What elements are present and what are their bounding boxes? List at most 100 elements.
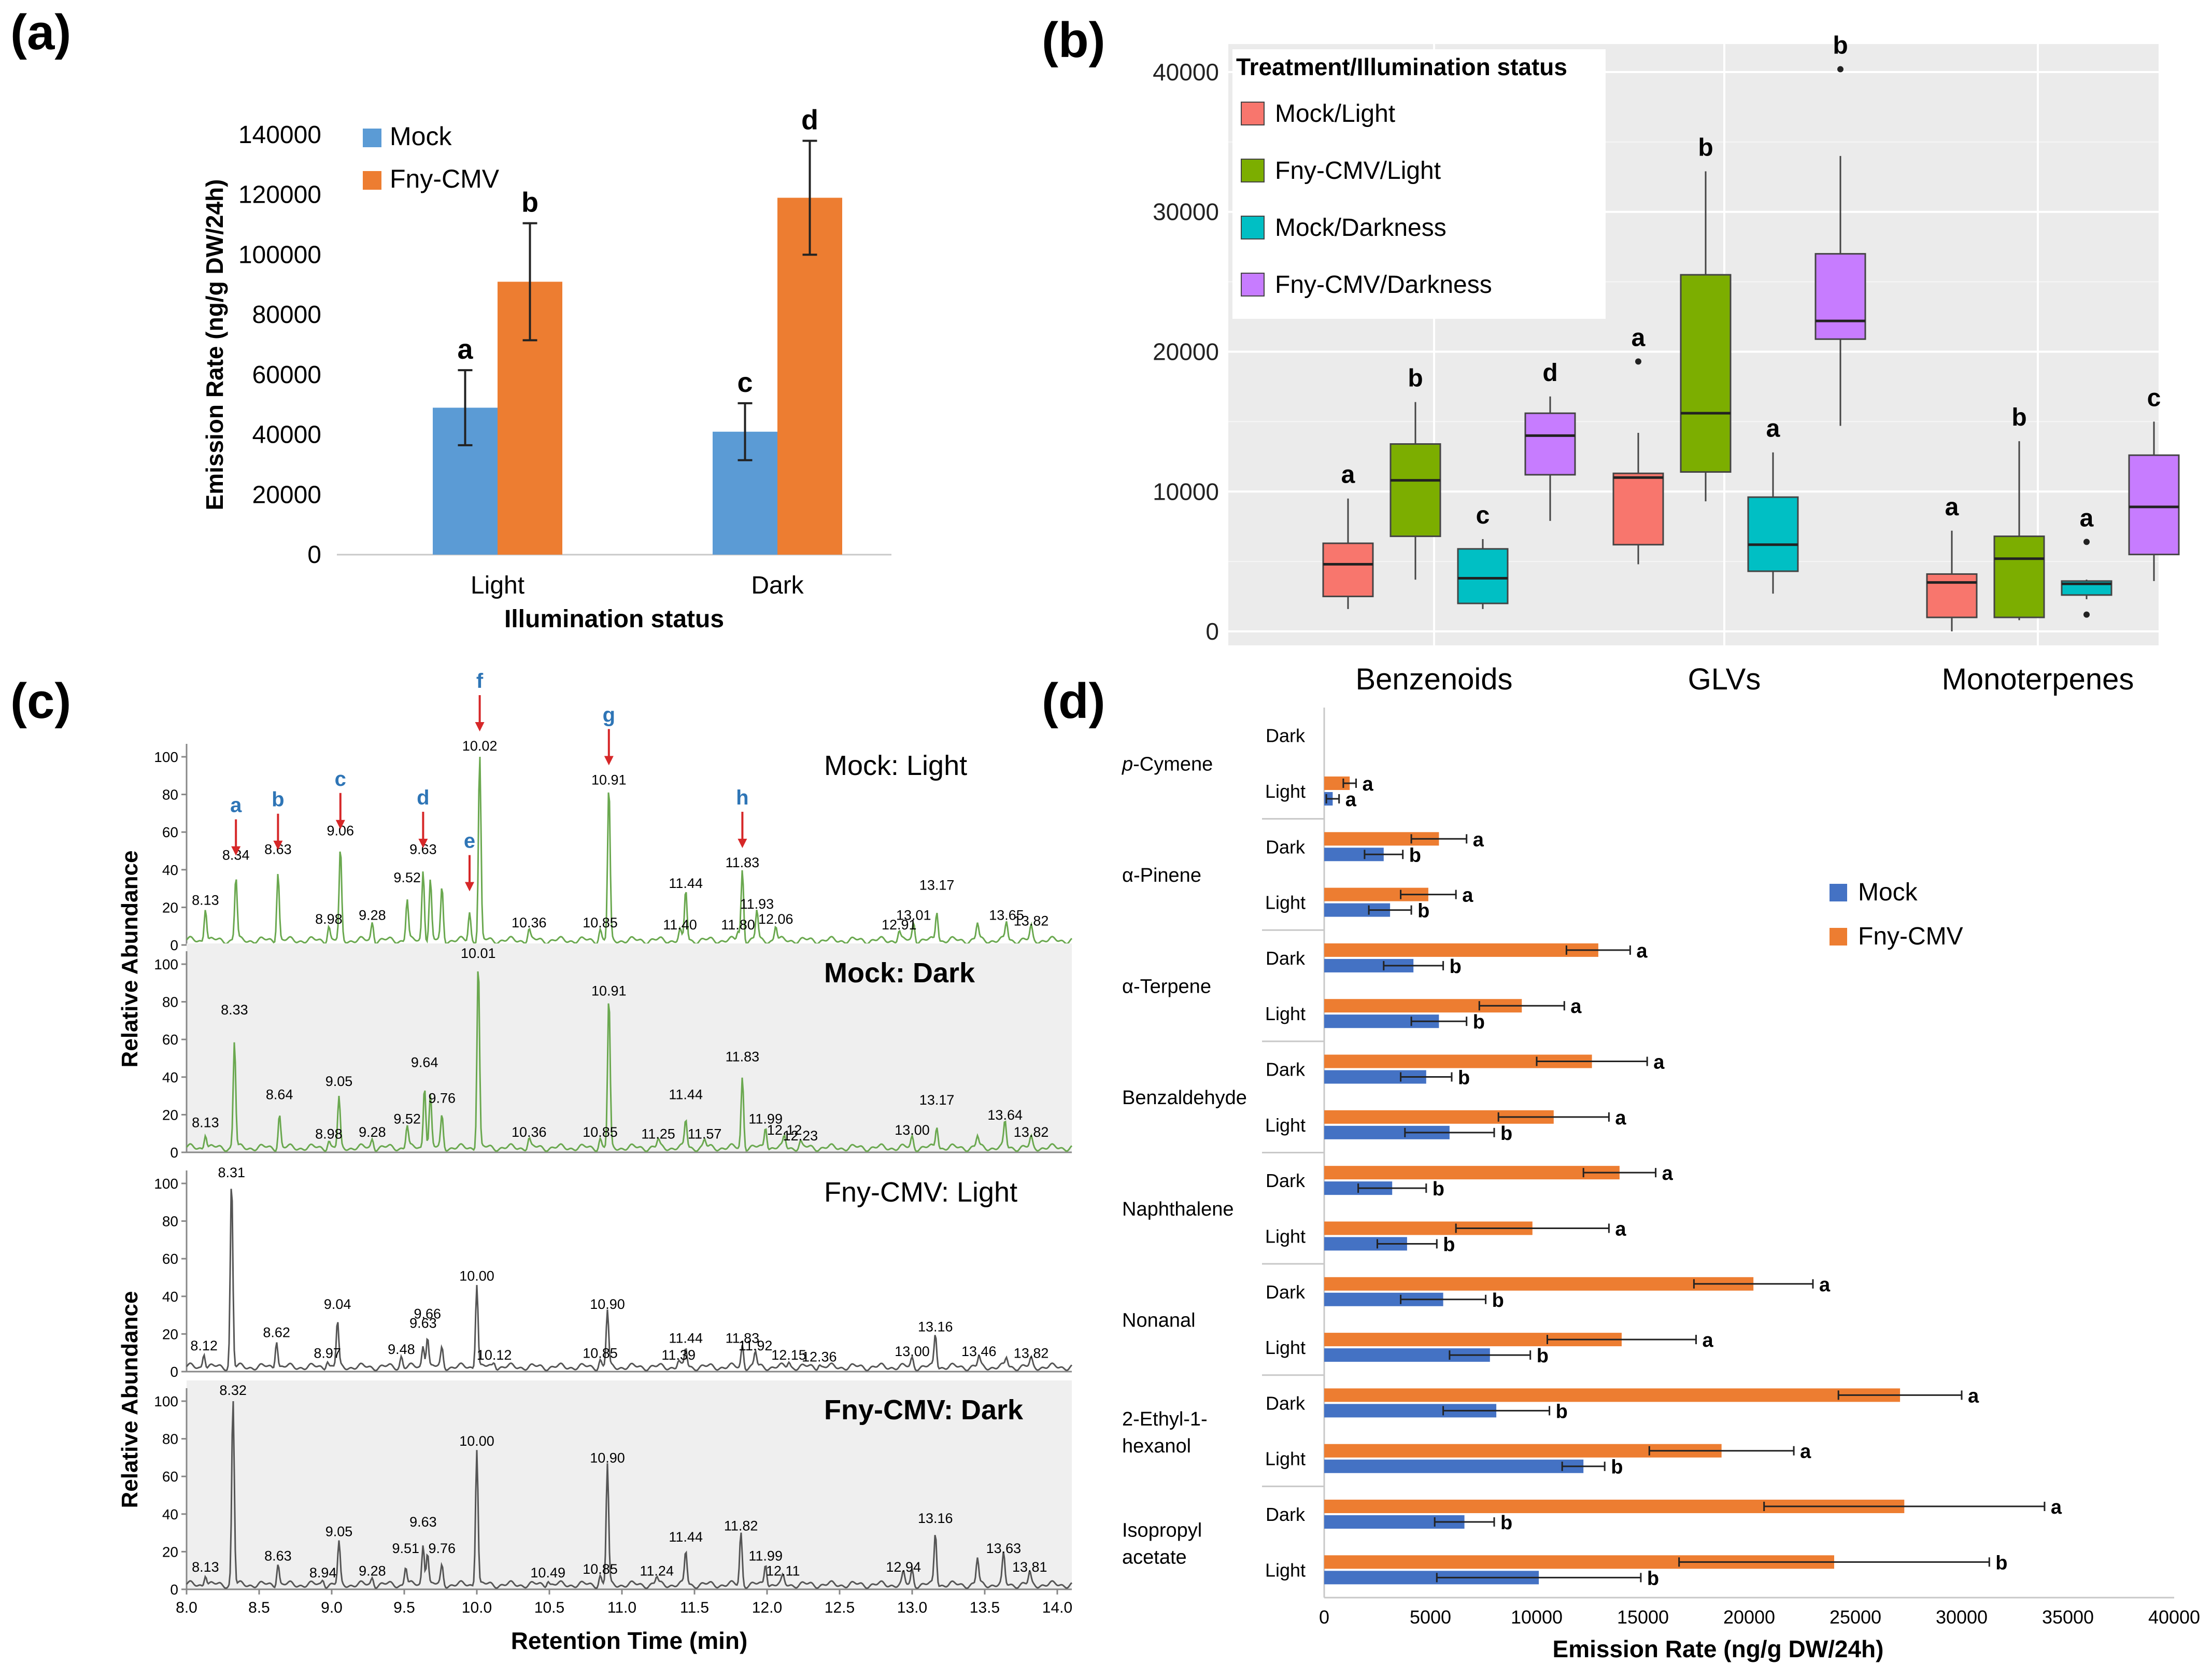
x-tick-label: GLVs [1688,662,1761,696]
y-tick-label: 140000 [238,121,321,149]
significance-letter: a [2051,1497,2062,1518]
peak-retention-label: 9.76 [429,1091,456,1106]
peak-retention-label: 11.93 [740,896,774,912]
significance-letter: b [1537,1345,1549,1367]
peak-retention-label: 9.28 [359,1124,386,1140]
peak-retention-label: 10.90 [590,1450,625,1466]
peak-arrow-head [273,840,283,850]
peak-retention-label: 12.94 [886,1559,921,1575]
outlier-point [2083,539,2090,545]
peak-retention-label: 8.32 [219,1382,247,1398]
peak-retention-label: 11.99 [748,1111,783,1126]
x-tick-label: 13.0 [897,1599,927,1616]
peak-retention-label: 10.91 [591,772,627,787]
trace-background [187,1380,1072,1589]
significance-letter: c [2147,384,2161,412]
peak-retention-label: 13.01 [896,908,931,923]
x-tick-label: 40000 [2148,1606,2200,1628]
significance-letter: b [521,187,538,218]
peak-arrow-head [604,756,614,766]
peak-retention-label: 11.44 [669,1529,703,1545]
legend-label: Mock/Light [1275,100,1395,128]
significance-letter: a [1766,415,1780,443]
chromatogram-trace [186,971,1073,1152]
row-label: Dark [1266,1170,1306,1191]
peak-retention-label: 8.64 [266,1087,293,1102]
peak-retention-label: 11.92 [739,1338,773,1353]
peak-retention-label: 9.05 [325,1074,353,1089]
box-mock-light [1926,573,1978,618]
significance-letter: a [1968,1385,1979,1407]
peak-retention-label: 8.33 [221,1002,248,1018]
outlier-point [1837,66,1844,73]
bar-mock [1324,1459,1584,1473]
compound-name: α-Pinene [1122,865,1201,886]
legend-swatch [1241,273,1265,297]
y-tick-label: 0 [170,1364,178,1380]
significance-letter: a [1819,1274,1831,1296]
y-tick-label: 0 [170,937,178,953]
box-fny-cmv-darkness [1814,253,1866,340]
peak-retention-label: 10.85 [583,1345,618,1361]
y-tick-label: 60 [162,824,178,840]
peak-retention-label: 13.16 [918,1319,953,1335]
significance-letter: b [1647,1568,1659,1589]
peak-retention-label: 13.63 [986,1541,1022,1556]
y-tick-label: 40 [162,1289,178,1305]
row-label: Light [1265,1448,1306,1470]
peak-retention-label: 9.63 [409,1315,437,1331]
legend-label: Fny-CMV [1858,923,1963,950]
trace-title: Fny-CMV: Dark [824,1394,1024,1426]
peak-retention-label: 9.52 [393,1111,421,1126]
significance-letter: a [1615,1218,1626,1240]
peak-retention-label: 8.13 [192,893,219,908]
y-tick-label: 0 [170,1582,178,1598]
outlier-point [1635,358,1641,365]
y-tick-label: 20 [162,899,178,915]
trace-title: Mock: Dark [824,957,975,989]
peak-marker-letter: a [230,794,242,817]
box-fny-cmv-light [1993,535,2045,618]
significance-letter: a [1570,996,1582,1018]
x-tick-label: 9.0 [321,1599,343,1616]
peak-retention-label: 13.82 [1014,1345,1049,1361]
significance-letter: b [1500,1512,1512,1534]
box-mock-light [1612,472,1664,546]
significance-letter: b [1408,365,1423,392]
peak-marker-letter: b [272,788,284,811]
x-tick-label: Monoterpenes [1942,662,2134,696]
x-tick-label: Dark [751,572,804,599]
x-tick-label: 15000 [1617,1606,1669,1628]
legend-label: Mock [390,122,452,151]
panel-b-box-plot: 0 10000 20000 30000 40000 Benzenoids a b c d GLVs a… [1153,32,2180,696]
y-tick-label: 100000 [238,241,321,269]
y-tick-label: 60 [162,1469,178,1485]
x-tick-label: 10.5 [534,1599,564,1616]
bar-fny-cmv [1324,943,1598,957]
significance-letter: a [1632,324,1646,351]
peak-retention-label: 9.05 [325,1523,353,1539]
peak-arrow-head [418,839,428,849]
significance-letter: a [1636,940,1648,962]
y-tick-label: 30000 [1153,199,1219,225]
peak-retention-label: 9.52 [393,870,421,885]
x-tick-label: Benzenoids [1355,662,1512,696]
peak-retention-label: 9.66 [414,1306,442,1321]
legend-swatch-mock [363,129,381,147]
compound-name-line2: acetate [1122,1547,1187,1569]
significance-letter: b [1833,32,1848,60]
y-tick-label: 20 [162,1326,178,1342]
peak-retention-label: 8.98 [315,1126,343,1141]
peak-retention-label: 12.36 [802,1349,837,1365]
y-axis-title: Relative Abundance [117,851,143,1068]
row-label: Dark [1266,1281,1306,1303]
y-tick-label: 0 [1206,618,1219,645]
row-label: Light [1265,1225,1306,1247]
legend-title: Treatment/Illumination status [1236,53,1567,80]
peak-retention-label: 13.64 [987,1107,1023,1123]
y-tick-label: 20 [162,1107,178,1123]
peak-retention-label: 10.49 [530,1565,565,1581]
x-tick-label: 0 [1319,1606,1329,1628]
x-tick-label: 12.0 [752,1599,782,1616]
peak-retention-label: 11.44 [669,1087,703,1102]
